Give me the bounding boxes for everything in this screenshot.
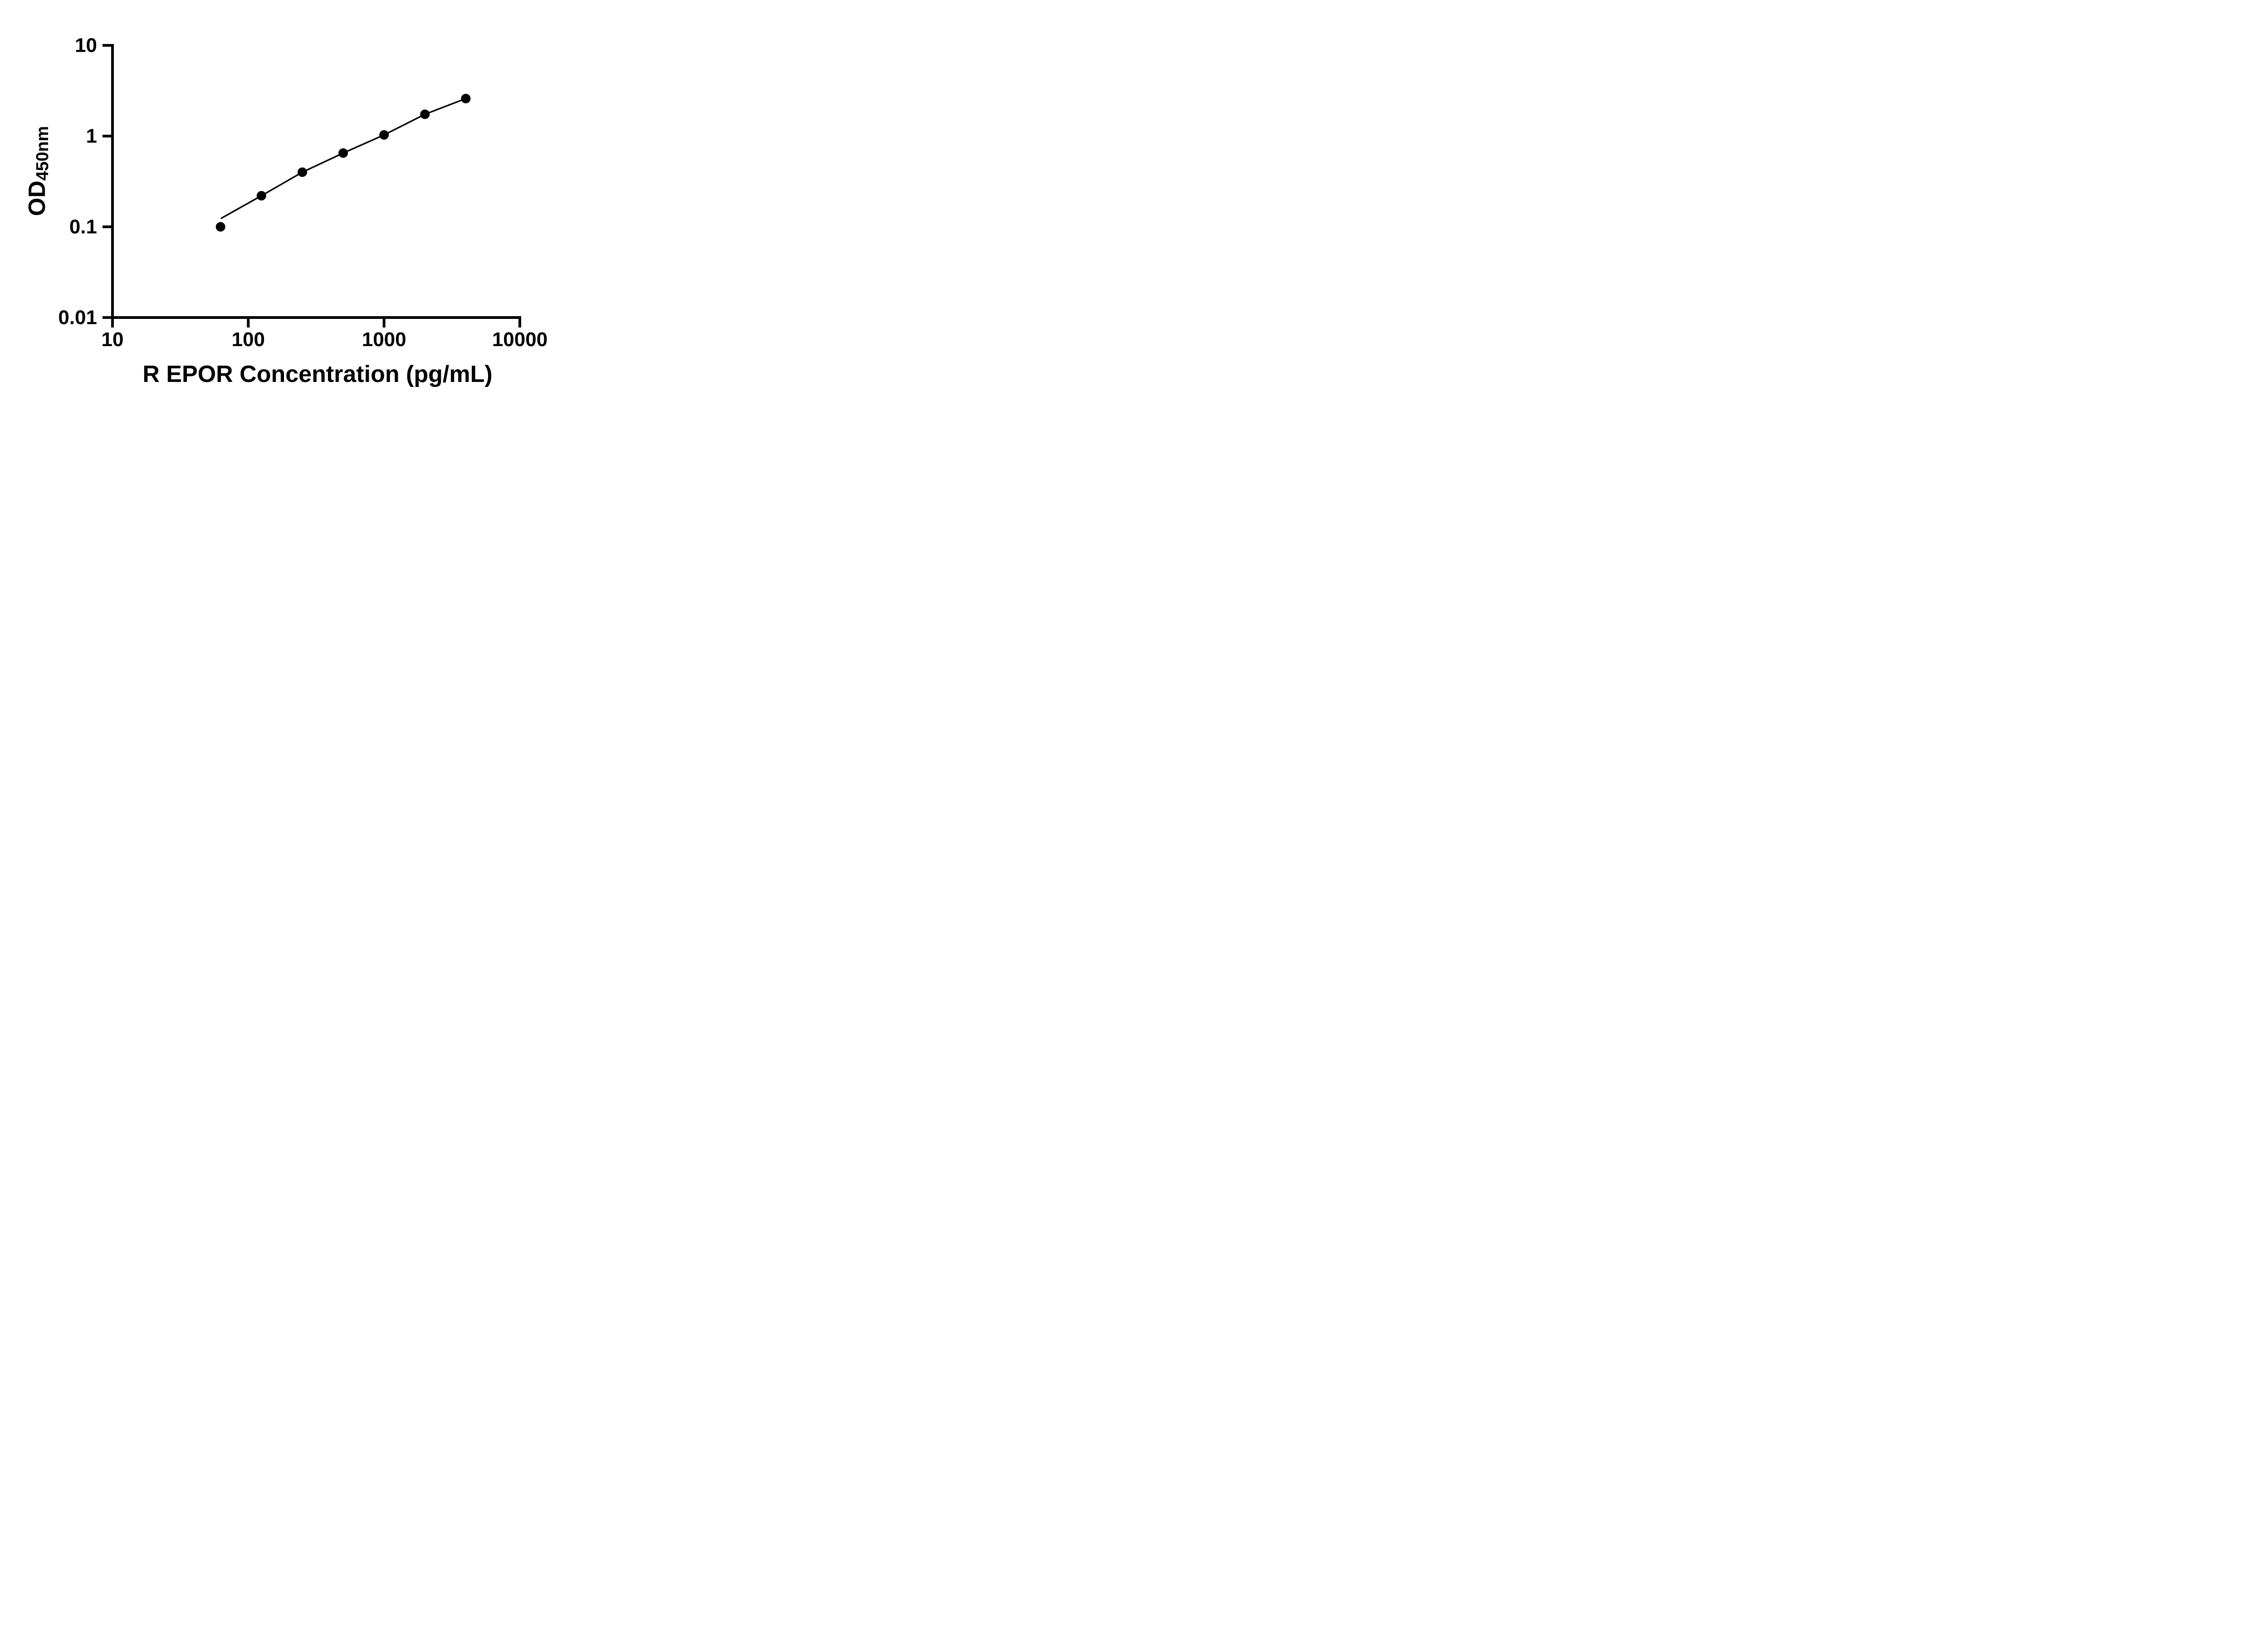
x-axis-tick-label: 100 <box>232 328 265 351</box>
fit-curve <box>220 98 467 219</box>
x-axis-tick-label: 1000 <box>362 328 406 351</box>
y-axis-tick-label: 0.1 <box>69 216 97 238</box>
x-axis-title: R EPOR Concentration (pg/mL) <box>142 361 493 387</box>
data-point <box>298 167 307 177</box>
x-axis-tick-label: 10 <box>102 328 124 351</box>
y-axis-tick-label: 10 <box>75 34 97 57</box>
axis-lines <box>111 44 521 319</box>
data-point <box>215 222 225 232</box>
y-axis-tick-label: 0.01 <box>58 307 97 329</box>
data-point <box>420 109 430 119</box>
elisa-standard-curve-figure: 10 1 0.1 0.01 10 100 1000 10000 OD450nm R EPOR … <box>0 0 583 408</box>
y-axis-title-subscript: 450nm <box>33 126 52 181</box>
y-axis-tick-label: 1 <box>86 125 97 147</box>
data-point <box>256 191 266 200</box>
y-axis-title-main: OD <box>24 181 50 216</box>
data-point <box>379 130 389 140</box>
data-point <box>461 93 471 103</box>
data-point <box>338 148 348 158</box>
x-axis-tick-label: 10000 <box>492 328 547 351</box>
y-axis-title: OD450nm <box>24 126 52 216</box>
